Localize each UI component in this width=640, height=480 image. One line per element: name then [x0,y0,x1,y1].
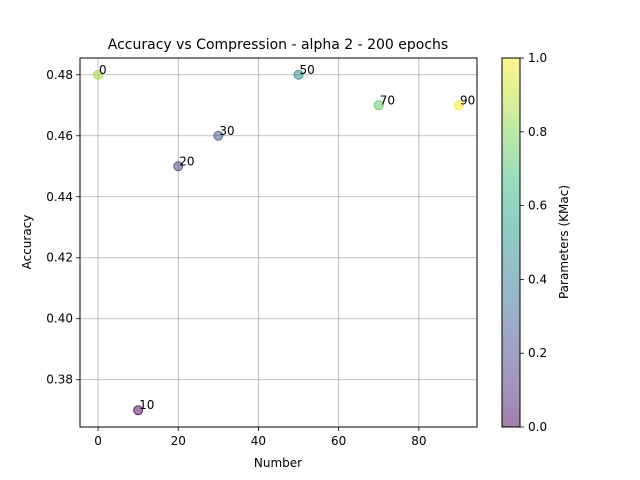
x-axis: 0 20 40 60 80 [94,427,426,448]
point-label: 0 [99,63,107,77]
x-tick-label: 80 [411,434,426,448]
x-tick-label: 20 [171,434,186,448]
scatter-point [173,161,184,172]
point-label: 10 [139,398,154,412]
y-tick-label: 0.38 [46,373,73,387]
colorbar-tick-label: 0.6 [528,199,547,213]
scatter-point [93,69,104,80]
scatter-point [133,405,144,416]
scatter-point [293,69,304,80]
point-label: 90 [460,93,475,107]
chart-title: Accuracy vs Compression - alpha 2 - 200 … [108,37,448,53]
y-tick-label: 0.46 [46,129,73,143]
point-label: 50 [300,63,315,77]
scatter-point [373,100,384,111]
scatter-point [213,130,224,141]
point-label: 20 [179,154,194,168]
y-axis: 0.38 0.40 0.42 0.44 0.46 0.48 [46,68,80,387]
x-axis-label: Number [254,456,302,470]
y-tick-label: 0.40 [46,312,73,326]
y-tick-label: 0.42 [46,251,73,265]
point-label: 30 [219,124,234,138]
colorbar-axis: 0.0 0.2 0.4 0.6 0.8 1.0 [520,51,547,434]
colorbar-tick-label: 0.4 [528,272,547,286]
colorbar [501,57,521,428]
colorbar-tick-label: 0.2 [528,346,547,360]
point-label: 70 [380,93,395,107]
colorbar-label: Parameters (KMac) [557,185,571,299]
y-tick-label: 0.44 [46,190,73,204]
x-tick-label: 0 [94,434,102,448]
grid-layer [80,58,477,427]
x-tick-label: 40 [251,434,266,448]
scatter-point [453,100,464,111]
plot-frame [79,57,478,428]
y-axis-label: Accuracy [20,215,34,270]
colorbar-tick-label: 0.8 [528,125,547,139]
x-tick-label: 60 [331,434,346,448]
y-tick-label: 0.48 [46,68,73,82]
points-layer: 0 10 20 30 50 70 90 [93,63,475,416]
colorbar-tick-label: 0.0 [528,420,547,434]
colorbar-tick-label: 1.0 [528,51,547,65]
